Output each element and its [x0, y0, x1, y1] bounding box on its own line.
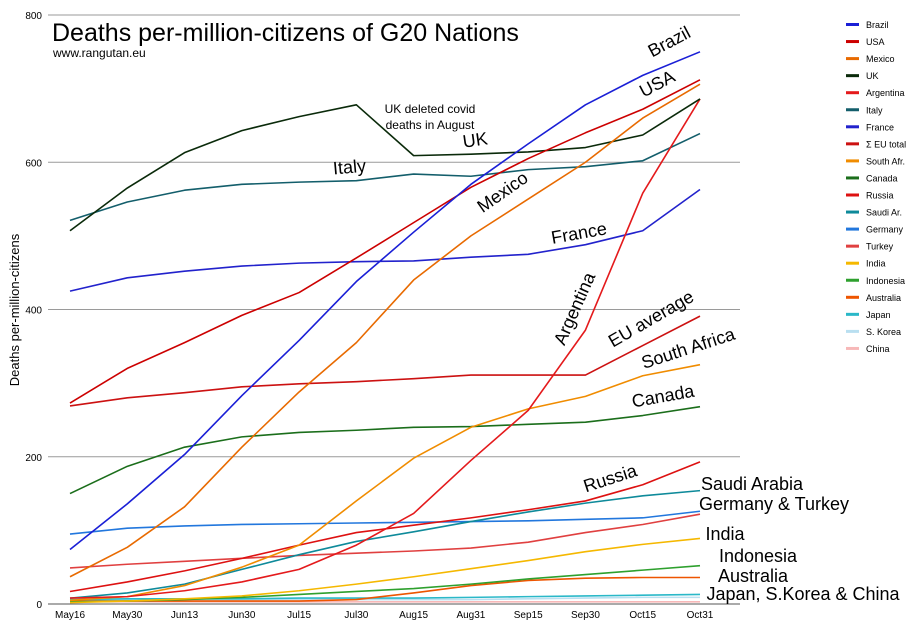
series-label-brazil: Brazil: [645, 22, 694, 61]
legend-swatch-eu-total: [846, 142, 859, 146]
series-line-australia: [70, 576, 700, 602]
legend-swatch-saudi-ar: [846, 210, 859, 214]
x-tick-label: May16: [55, 610, 85, 621]
legend-item-s-korea: S. Korea: [866, 327, 901, 337]
series-label-japan-s-korea-china: Japan, S.Korea & China: [706, 584, 900, 604]
series-line-germany: [69, 510, 701, 535]
series-line-argentina: [69, 98, 701, 599]
series-line-mexico: [69, 83, 701, 578]
x-axis-ticks: May16 May30 Jun13 Jun30 Jul15 Jul30 Aug15 Aug31…: [55, 610, 714, 621]
y-axis-ticks: 0 200 400 600 800: [25, 11, 42, 611]
legend-swatch-uk: [846, 74, 859, 78]
legend-item-mexico: Mexico: [866, 54, 895, 64]
legend-item-argentina: Argentina: [866, 88, 905, 98]
legend-item-india: India: [866, 259, 886, 269]
x-tick-label: Jun13: [171, 610, 199, 621]
legend-item-china: China: [866, 344, 890, 354]
legend-swatch-indonesia: [846, 278, 859, 282]
legend-item-saudi-ar: Saudi Ar.: [866, 208, 902, 218]
series-line-eu-total: [69, 315, 701, 407]
legend-swatch-russia: [846, 193, 859, 197]
legend-swatch-argentina: [846, 91, 859, 95]
series-label-italy: Italy: [332, 156, 367, 179]
series-label-south-africa: South Africa: [639, 323, 738, 372]
x-tick-label: Oct15: [629, 610, 656, 621]
legend-swatch-s-korea: [846, 329, 859, 333]
legend-swatch-china: [846, 346, 859, 350]
legend-item-indonesia: Indonesia: [866, 276, 905, 286]
legend-swatch-japan: [846, 312, 859, 316]
legend-swatch-france: [846, 125, 859, 129]
series-label-indonesia: Indonesia: [719, 546, 798, 566]
legend-item-italy: Italy: [866, 105, 883, 115]
series-label-argentina: Argentina: [550, 268, 600, 347]
legend-item-canada: Canada: [866, 173, 898, 183]
uk-annotation: UK deleted covid deaths in August: [385, 102, 476, 132]
series-label-usa: USA: [636, 66, 678, 101]
series-label-india: India: [705, 524, 745, 544]
legend-swatch-south-afr: [846, 159, 859, 163]
series-line-turkey: [69, 513, 701, 569]
series-line-saudi-ar: [69, 489, 701, 599]
y-axis-label: Deaths per-million-citizens: [7, 233, 22, 386]
series-line-south-afr: [69, 363, 701, 602]
series-line-france: [69, 188, 701, 292]
chart-title: Deaths per-million-citizens of G20 Natio…: [52, 19, 519, 47]
legend-item-germany: Germany: [866, 225, 904, 235]
y-tick-label: 0: [36, 600, 42, 611]
series-line-italy: [69, 132, 701, 222]
series-label-saudi-arabia: Saudi Arabia: [701, 474, 804, 494]
series-lines: [69, 51, 701, 604]
series-label-canada: Canada: [630, 381, 697, 412]
legend-swatch-brazil: [846, 23, 859, 26]
legend-item-france: France: [866, 122, 894, 132]
series-line-uk: [69, 98, 701, 232]
x-tick-label: Aug31: [456, 610, 485, 621]
legend-item-russia: Russia: [866, 191, 894, 201]
series-label-uk: UK: [461, 128, 489, 151]
legend-item-turkey: Turkey: [866, 242, 894, 252]
y-tick-label: 200: [25, 453, 42, 464]
legend-item-uk: UK: [866, 71, 879, 81]
legend-item-south-afr: South Afr.: [866, 156, 905, 166]
series-label-germany-turkey: Germany & Turkey: [699, 494, 849, 514]
chart-subtitle: www.rangutan.eu: [52, 46, 146, 60]
series-line-brazil: [69, 51, 701, 551]
series-label-australia: Australia: [718, 566, 789, 586]
y-tick-label: 800: [25, 11, 42, 22]
legend-item-eu-total: Σ EU total: [866, 139, 906, 149]
x-tick-label: Sep15: [514, 610, 543, 621]
x-tick-label: May30: [112, 610, 142, 621]
x-tick-label: Jul30: [344, 610, 368, 621]
x-tick-label: Sep30: [571, 610, 600, 621]
legend-swatch-italy: [846, 108, 859, 112]
legend-swatch-germany: [846, 227, 859, 231]
series-line-canada: [69, 405, 701, 495]
legend-swatch-india: [846, 261, 859, 265]
legend-swatch-canada: [846, 176, 859, 180]
legend-item-japan: Japan: [866, 310, 891, 320]
y-tick-label: 600: [25, 158, 42, 169]
y-tick-label: 400: [25, 306, 42, 317]
legend-swatch-usa: [846, 40, 859, 44]
series-label-russia: Russia: [581, 460, 640, 496]
x-tick-label: Oct31: [687, 610, 714, 621]
x-tick-label: Jun30: [228, 610, 256, 621]
legend-item-australia: Australia: [866, 293, 901, 303]
series-line-usa: [69, 79, 701, 404]
legend-swatch-australia: [846, 295, 859, 299]
x-tick-label: Aug15: [399, 610, 428, 621]
legend-item-usa: USA: [866, 37, 885, 47]
legend-swatch-mexico: [846, 57, 859, 61]
legend-swatch-turkey: [846, 244, 859, 248]
x-tick-label: Jul15: [287, 610, 311, 621]
series-label-france: France: [550, 218, 609, 247]
legend-item-brazil: Brazil: [866, 20, 889, 30]
legend: Brazil USA Mexico UK Argentina Italy France Σ E…: [846, 20, 906, 354]
series-line-india: [69, 537, 701, 604]
